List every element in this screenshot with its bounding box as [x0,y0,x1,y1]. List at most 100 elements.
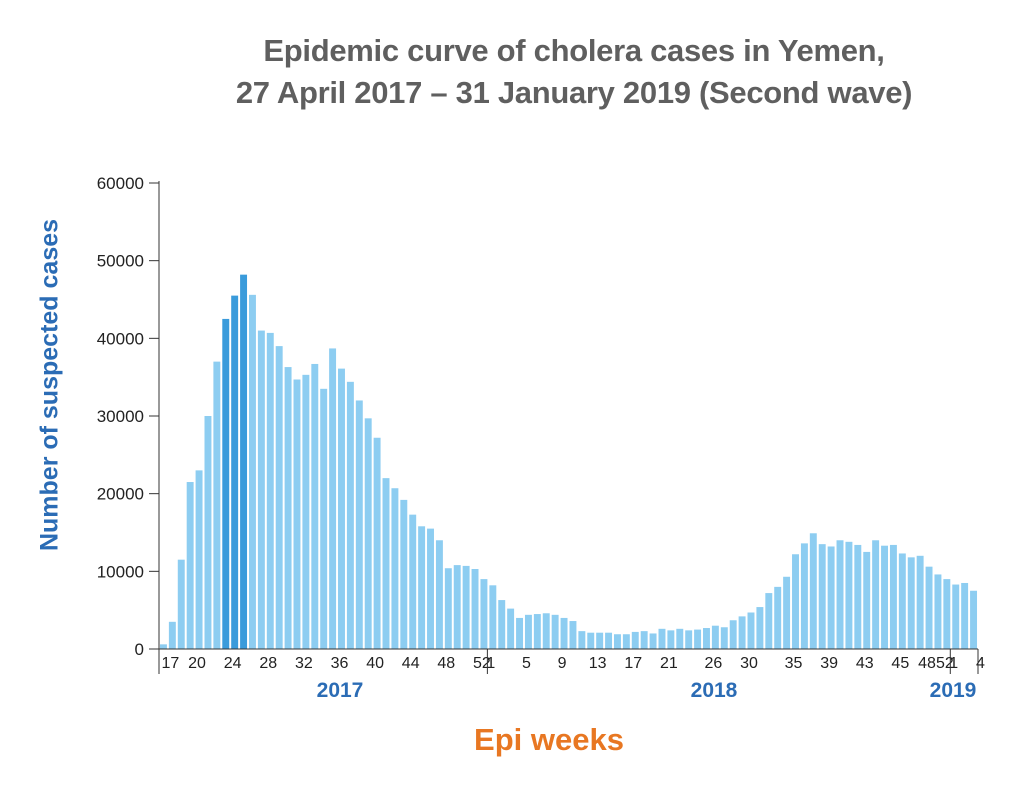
bar-week-19 [320,388,328,649]
bar-week-44 [542,613,550,649]
bar-week-58 [667,630,675,649]
bar-week-74 [809,533,817,649]
bar-week-47 [569,621,577,649]
bar-week-89 [943,579,951,649]
y-tick-label-0: 0 [135,640,144,659]
bar-week-64 [720,627,728,649]
x-tick-label-45: 9 [558,655,567,672]
x-tick-label-8: 24 [224,655,242,672]
y-tick-label-50000: 50000 [97,252,144,271]
x-tick-label-4: 20 [188,655,206,672]
bar-week-63 [711,625,719,649]
x-tick-label-88: 52 [936,655,954,672]
bar-week-77 [836,540,844,649]
bar-week-7 [213,361,221,649]
bar-week-76 [827,546,835,649]
bar-week-34 [453,565,461,649]
bar-week-88 [934,574,942,649]
x-tick-label-86: 48 [918,655,936,672]
chart-title-line-1: Epidemic curve of cholera cases in Yemen… [263,33,885,68]
x-tick-label-16: 32 [295,655,313,672]
bar-week-8 [222,318,230,649]
bar-week-43 [533,614,541,649]
bar-week-87 [925,566,933,649]
x-tick-label-89: 1 [949,655,958,672]
x-tick-label-75: 39 [820,655,838,672]
x-tick-label-71: 35 [785,655,803,672]
bar-week-53 [622,634,630,649]
bar-week-83 [889,544,897,649]
x-tick-label-62: 26 [704,655,722,672]
bar-week-65 [729,620,737,649]
x-tick-label-83: 45 [891,655,909,672]
bar-week-27 [391,488,399,649]
bar-week-81 [872,540,880,649]
bar-week-67 [747,612,755,649]
bar-week-48 [578,631,586,649]
bar-week-78 [845,541,853,649]
bar-week-54 [631,631,639,649]
bar-week-22 [346,381,354,649]
bar-week-71 [783,576,791,649]
bar-week-33 [444,568,452,649]
bar-week-25 [373,437,381,649]
bar-week-40 [507,608,515,649]
bar-week-42 [524,614,532,649]
y-tick-label-10000: 10000 [97,562,144,581]
x-axis-label: Epi weeks [474,722,624,757]
bar-week-82 [881,545,888,649]
year-label-2018: 2018 [691,679,738,702]
bar-week-20 [329,348,337,649]
x-tick-label-28: 44 [402,655,420,672]
bar-week-18 [311,363,319,649]
x-tick-label-12: 28 [259,655,277,672]
bar-week-32 [435,540,443,649]
x-tick-label-57: 21 [660,655,678,672]
bar-week-60 [685,630,693,649]
x-tick-label-66: 30 [740,655,758,672]
chart-title-line-2: 27 April 2017 – 31 January 2019 (Second … [235,75,913,110]
bar-week-55 [640,631,648,649]
bar-week-6 [204,416,212,649]
chart-title: Epidemic curve of cholera cases in Yemen… [0,30,1024,114]
bar-week-23 [355,400,363,649]
bar-week-50 [596,632,604,649]
bar-week-52 [613,634,621,649]
x-tick-label-36: 52 [473,655,491,672]
bar-week-80 [863,551,871,649]
bar-week-79 [854,544,862,649]
bar-week-11 [249,294,256,649]
bar-week-62 [703,628,710,649]
bar-week-4 [186,482,194,649]
bar-week-61 [694,629,702,649]
bar-week-26 [382,478,390,649]
x-tick-label-49: 13 [589,655,607,672]
bar-week-84 [898,553,906,649]
x-tick-label-1: 17 [161,655,179,672]
bar-week-68 [756,607,764,649]
bar-week-12 [257,330,265,649]
bar-week-35 [462,565,470,649]
bar-week-13 [266,332,274,649]
bar-week-72 [792,554,799,649]
bar-week-16 [293,379,301,649]
bar-week-10 [240,274,248,649]
bar-week-41 [516,617,524,649]
bar-week-30 [418,526,426,649]
x-tick-label-53: 17 [624,655,642,672]
bar-week-24 [364,418,372,649]
year-label-2017: 2017 [317,679,364,702]
x-tick-label-20: 36 [331,655,349,672]
bar-week-46 [560,617,568,649]
bar-week-2 [168,621,176,649]
x-tick-label-32: 48 [437,655,455,672]
bar-week-36 [471,569,479,649]
bar-week-92 [970,590,978,649]
x-tick-label-41: 5 [522,655,531,672]
bar-week-9 [231,295,239,649]
bar-week-90 [952,584,960,649]
bar-week-38 [489,585,497,649]
bar-week-91 [961,582,969,649]
bar-week-14 [275,346,283,649]
y-tick-label-30000: 30000 [97,407,144,426]
